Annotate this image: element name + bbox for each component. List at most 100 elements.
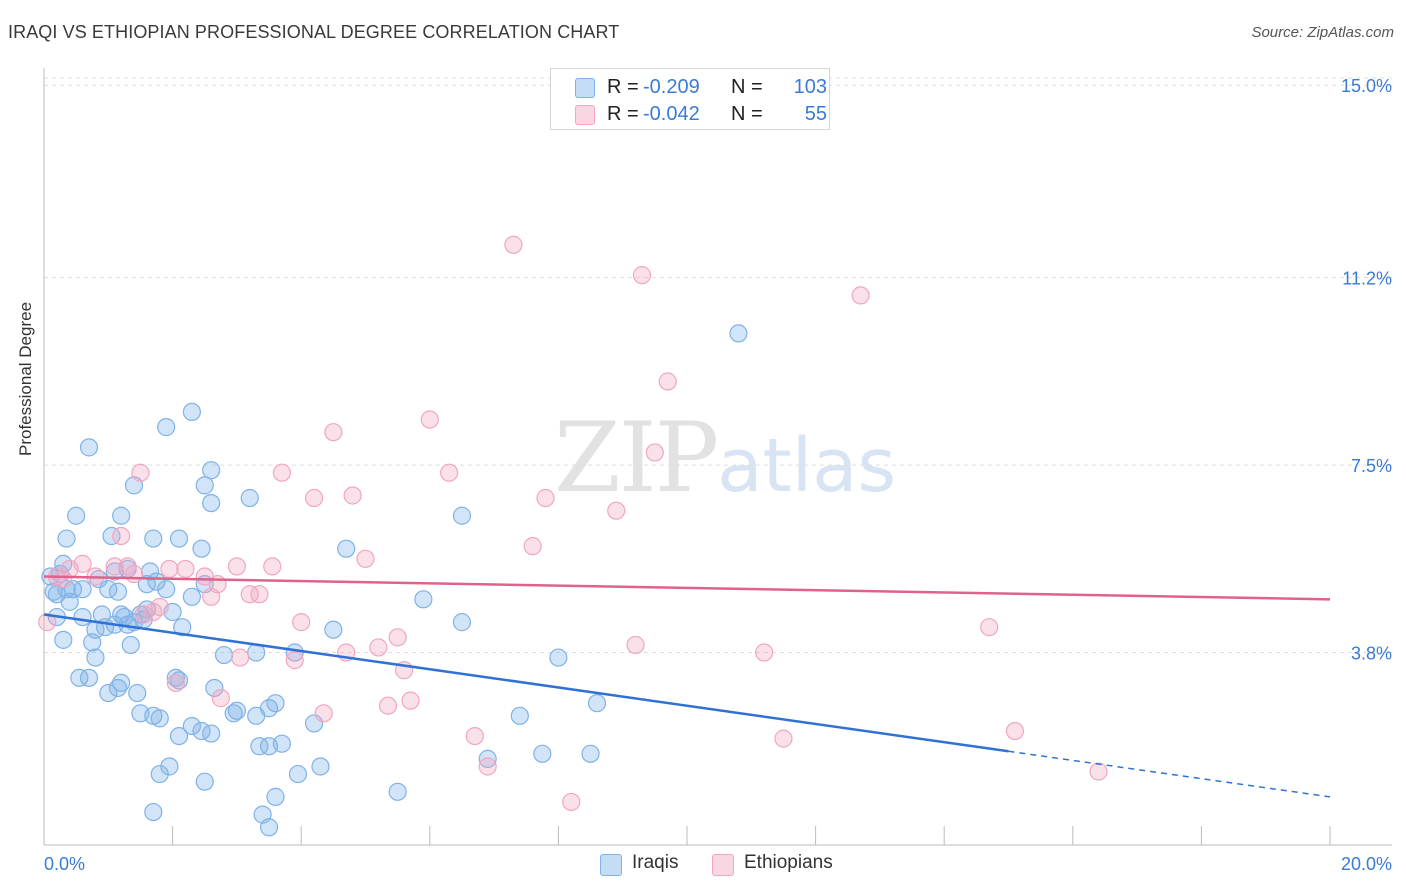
iraqis-point	[192, 539, 211, 558]
iraqis-point	[205, 678, 224, 698]
y-tick-label: 3.8%	[1351, 644, 1392, 664]
iraqis-point	[79, 438, 99, 457]
iraqis-point	[266, 694, 285, 713]
ethiopians-legend-swatch	[712, 854, 734, 876]
iraqis-point	[173, 618, 192, 637]
watermark-atlas: atlas	[717, 423, 897, 509]
n-value: 55	[804, 103, 827, 125]
ethiopians-point	[774, 729, 793, 748]
iraqis-point	[240, 488, 259, 508]
ethiopians-point	[420, 410, 439, 429]
ethiopians-point	[304, 488, 324, 508]
iraqis-point	[157, 580, 176, 599]
ethiopians-point	[378, 696, 398, 715]
ethiopians-point	[314, 704, 333, 723]
ethiopians-point	[1005, 721, 1025, 741]
ethiopians-point	[369, 638, 388, 657]
iraqis-point	[272, 734, 292, 753]
iraqis-point	[144, 529, 163, 548]
ethiopians-point	[292, 613, 311, 632]
iraqis-point	[50, 564, 70, 584]
iraqis-point	[102, 526, 121, 546]
x-tick-label: 20.0%	[1341, 854, 1392, 874]
ethiopians-point	[208, 575, 227, 594]
iraqis-point	[581, 744, 600, 763]
ethiopians-point	[343, 486, 362, 505]
iraqis-point	[510, 706, 529, 725]
iraqis-legend-swatch	[600, 854, 622, 876]
iraqis-point	[70, 668, 89, 687]
iraqis-point	[227, 701, 246, 720]
ethiopians-point	[523, 537, 542, 556]
iraqis-point	[266, 787, 285, 806]
iraqis-point	[112, 673, 131, 693]
iraqis-point	[202, 493, 221, 513]
ethiopians-point	[504, 235, 523, 254]
iraqis-trend-extension	[1008, 750, 1331, 798]
r-label: R =	[607, 76, 639, 98]
iraqis-point	[452, 506, 472, 525]
iraqis-point	[108, 678, 128, 698]
n-label: N =	[731, 103, 763, 125]
legend-label-ethiopians: Ethiopians	[744, 852, 833, 873]
n-value: 103	[793, 76, 827, 98]
iraqis-point	[150, 709, 169, 728]
n-label: N =	[731, 76, 763, 98]
ethiopians-point	[160, 559, 179, 579]
iraqis-point	[414, 590, 433, 609]
ethiopians-point	[54, 569, 73, 589]
iraqis-point	[121, 635, 140, 655]
y-tick-label: 7.5%	[1351, 456, 1392, 476]
watermark: ZIPatlas	[554, 402, 896, 514]
iraqis-point	[311, 757, 330, 776]
iraqis-point	[54, 630, 73, 649]
ethiopians-point	[166, 673, 185, 693]
iraqis-point	[388, 782, 407, 801]
ethiopians-point	[980, 618, 999, 637]
y-tick-label: 15.0%	[1341, 76, 1392, 96]
iraqis-point	[324, 620, 343, 639]
iraqis-point	[533, 744, 552, 763]
iraqis-point	[169, 529, 189, 548]
ethiopians-point	[176, 559, 195, 579]
y-axis-label: Professional Degree	[16, 301, 35, 456]
iraqis-point	[157, 418, 176, 437]
ethiopians-point	[150, 597, 169, 617]
ethiopians-point	[131, 463, 150, 482]
iraqis-point	[99, 683, 118, 703]
ethiopians-point	[105, 557, 124, 576]
ethiopians-point	[626, 635, 645, 655]
ethiopians-point	[851, 286, 870, 305]
iraqis-point	[73, 607, 92, 627]
iraqis-swatch	[575, 78, 595, 98]
iraqis-point	[128, 683, 147, 703]
iraqis-point	[195, 476, 214, 495]
iraqis-point	[478, 749, 497, 768]
ethiopians-point	[324, 423, 343, 442]
ethiopians-point	[562, 792, 581, 812]
iraqis-point	[89, 569, 108, 589]
ethiopians-point	[231, 648, 250, 667]
ethiopians-point	[632, 266, 652, 285]
iraqis-point	[57, 529, 76, 548]
ethiopians-point	[465, 726, 484, 746]
ethiopians-point	[755, 643, 774, 662]
ethiopians-point	[240, 585, 259, 604]
r-value: -0.042	[643, 103, 700, 125]
iraqis-trend-line	[43, 613, 1009, 753]
stats-legend: R = -0.209 N = 103 R = -0.042 N = 55	[550, 68, 830, 130]
ethiopians-point	[388, 628, 407, 647]
iraqis-point	[195, 772, 214, 791]
iraqis-point	[169, 671, 189, 690]
iraqis-point	[166, 668, 185, 687]
iraqis-point	[169, 726, 189, 746]
iraqis-point	[83, 633, 102, 652]
ethiopians-point	[478, 757, 497, 776]
ethiopians-point	[356, 549, 375, 568]
iraqis-point	[160, 757, 179, 776]
ethiopians-point	[272, 463, 292, 482]
y-tick-label: 11.2%	[1342, 269, 1392, 289]
ethiopians-point	[645, 443, 664, 462]
ethiopians-point	[250, 585, 269, 604]
